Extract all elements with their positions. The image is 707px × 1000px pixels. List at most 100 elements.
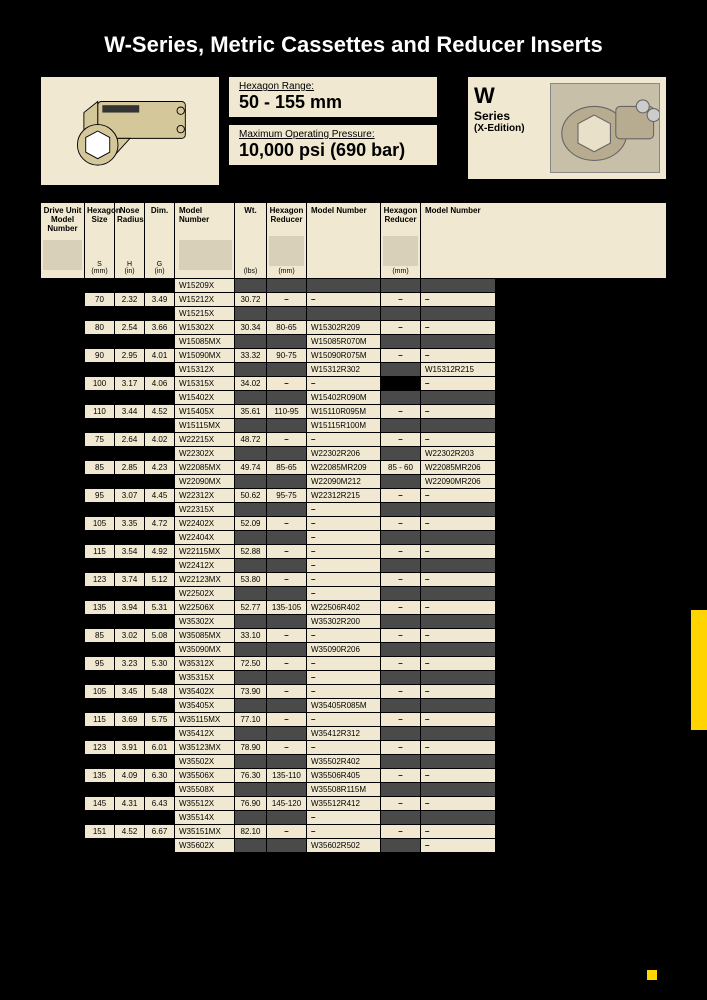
cell: 115 — [85, 545, 115, 558]
cell: – — [381, 433, 421, 446]
cell — [307, 279, 381, 292]
cell: W35512R412 — [307, 797, 381, 810]
cell: – — [267, 573, 307, 586]
cell: W35506R405 — [307, 769, 381, 782]
cell: 3.44 — [115, 405, 145, 418]
cell: – — [307, 433, 381, 446]
cell — [235, 503, 267, 516]
cell — [145, 671, 175, 684]
cell — [421, 671, 495, 684]
cell: W15209X — [175, 279, 235, 292]
cell: 115 — [85, 713, 115, 726]
cell: 3.94 — [115, 601, 145, 614]
cell: 6.67 — [145, 825, 175, 838]
table-row: W22090MXW22090M212W22090MR206 — [41, 475, 666, 489]
cell: – — [307, 713, 381, 726]
cell — [41, 629, 85, 642]
cell: 110-95 — [267, 405, 307, 418]
cell — [235, 279, 267, 292]
cell — [115, 531, 145, 544]
cell — [41, 433, 85, 446]
cell: W22302R206 — [307, 447, 381, 460]
cell: 52.09 — [235, 517, 267, 530]
cell: W35151MX — [175, 825, 235, 838]
cell: 3.35 — [115, 517, 145, 530]
cell — [85, 783, 115, 796]
cell — [41, 783, 85, 796]
cell — [381, 307, 421, 320]
cell — [41, 657, 85, 670]
cell: 3.23 — [115, 657, 145, 670]
cell: – — [421, 517, 495, 530]
cell — [41, 769, 85, 782]
cell — [115, 615, 145, 628]
cell — [421, 279, 495, 292]
cell: – — [307, 503, 381, 516]
cell — [41, 545, 85, 558]
table-row: 853.025.08W35085MX33.10–––– — [41, 629, 666, 643]
cell: 73.90 — [235, 685, 267, 698]
cell: – — [267, 545, 307, 558]
cell: W22412X — [175, 559, 235, 572]
table-row: W22404X– — [41, 531, 666, 545]
cell — [421, 783, 495, 796]
cell: – — [421, 489, 495, 502]
cell: 30.72 — [235, 293, 267, 306]
cell — [41, 643, 85, 656]
cell: 48.72 — [235, 433, 267, 446]
cell — [41, 573, 85, 586]
cell: – — [381, 769, 421, 782]
cell: – — [381, 489, 421, 502]
cell — [421, 615, 495, 628]
cell — [235, 727, 267, 740]
hexagon-range-label: Hexagon Range: — [239, 81, 427, 92]
cell: – — [267, 741, 307, 754]
cell: W22090MX — [175, 475, 235, 488]
cell: – — [307, 377, 381, 390]
cell — [145, 335, 175, 348]
cell — [235, 839, 267, 852]
cell — [41, 279, 85, 292]
cell: – — [307, 741, 381, 754]
cell: 82.10 — [235, 825, 267, 838]
cell: – — [381, 405, 421, 418]
hdr-mn2: Model Number — [425, 206, 493, 234]
cell — [41, 391, 85, 404]
cell: 145-120 — [267, 797, 307, 810]
cell: W22506X — [175, 601, 235, 614]
cell — [41, 503, 85, 516]
cell: W35412R312 — [307, 727, 381, 740]
cell — [381, 643, 421, 656]
cell — [235, 671, 267, 684]
product-illustration — [40, 76, 220, 186]
cell: W35405R085M — [307, 699, 381, 712]
table-header: Drive Unit Model Number Hexagon SizeS (m… — [40, 202, 667, 279]
cell: W35090MX — [175, 643, 235, 656]
cell: W15090R075M — [307, 349, 381, 362]
cell: 3.45 — [115, 685, 145, 698]
cell: 4.01 — [145, 349, 175, 362]
table-row: W35602XW35602R502– — [41, 839, 666, 853]
table-row: 1153.695.75W35115MX77.10–––– — [41, 713, 666, 727]
cell — [41, 839, 85, 852]
cell — [235, 643, 267, 656]
cell: 6.01 — [145, 741, 175, 754]
cell: W35506X — [175, 769, 235, 782]
cell: W22302X — [175, 447, 235, 460]
cell: W22215X — [175, 433, 235, 446]
cell: W15312R215 — [421, 363, 495, 376]
cell: 5.12 — [145, 573, 175, 586]
cell: W35302R200 — [307, 615, 381, 628]
cell: – — [267, 629, 307, 642]
cell: 76.30 — [235, 769, 267, 782]
series-label: Series — [474, 109, 544, 123]
cell — [267, 559, 307, 572]
cell — [41, 699, 85, 712]
cell — [85, 279, 115, 292]
cell — [267, 335, 307, 348]
cell — [267, 839, 307, 852]
cell — [235, 587, 267, 600]
cell: W22085MX — [175, 461, 235, 474]
table-row: 752.644.02W22215X48.72–––– — [41, 433, 666, 447]
cell: W15302X — [175, 321, 235, 334]
